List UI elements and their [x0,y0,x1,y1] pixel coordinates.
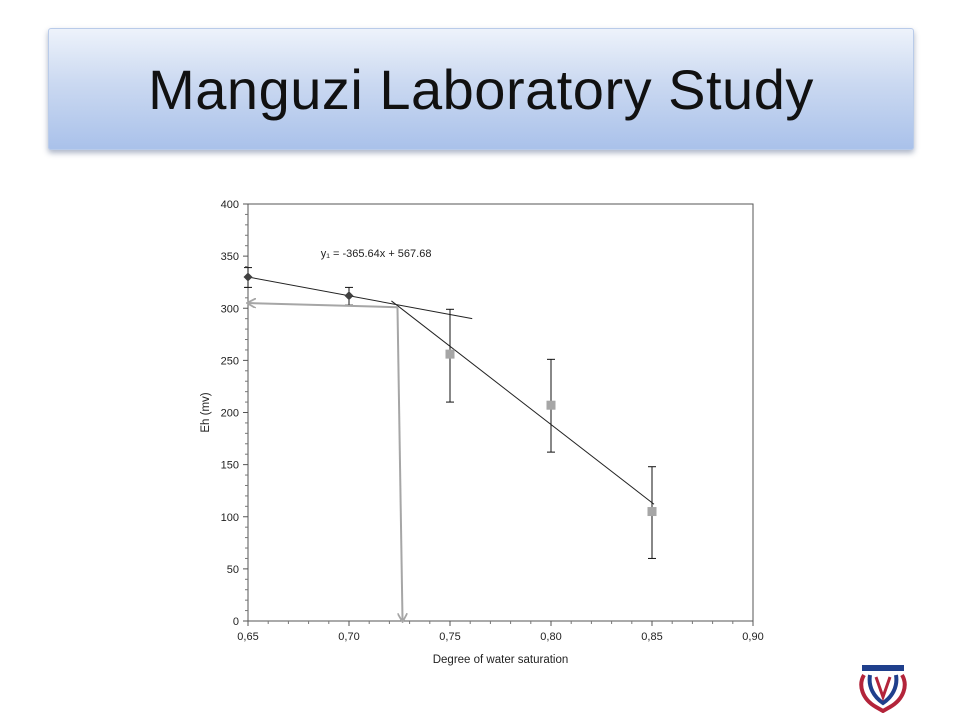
equation-label: y₁ = -365.64x + 567.68 [321,248,432,260]
data-point-diamond [344,291,354,301]
y-tick-label: 50 [227,564,239,576]
x-tick-label: 0,90 [742,631,763,643]
guide-arrow [396,307,402,621]
x-tick-label: 0,70 [338,631,359,643]
plot-area [247,203,754,622]
x-tick-label: 0,80 [540,631,561,643]
trendlines [247,276,655,505]
guide-arrow [248,303,398,307]
title-banner: Manguzi Laboratory Study [48,28,914,150]
y-tick-label: 400 [221,199,239,211]
x-axis-title: Degree of water saturation [433,654,569,666]
y-axis-title: Eh (mv) [200,392,212,432]
data-point-diamond [243,272,253,282]
y-tick-label: 300 [221,303,239,315]
trendline [391,300,655,505]
data-point-square [546,400,556,410]
data-points [243,272,657,517]
x-tick-label: 0,85 [641,631,662,643]
y-tick-label: 100 [221,512,239,524]
university-logo [859,665,907,713]
axis-ticks [243,203,754,626]
y-tick-label: 200 [221,408,239,420]
data-point-square [445,349,455,359]
guide-arrows [248,303,403,621]
y-tick-label: 250 [221,355,239,367]
trendline [247,276,473,320]
slide-title: Manguzi Laboratory Study [148,57,814,121]
data-point-square [647,507,657,517]
y-tick-label: 150 [221,460,239,472]
x-tick-label: 0,75 [439,631,460,643]
tick-labels: 0 50 100 150 200 250 300 350 400 0,65 0,70 0,75 0,80… [221,199,764,643]
y-tick-label: 350 [221,251,239,263]
y-tick-label: 0 [233,616,239,628]
x-tick-label: 0,65 [237,631,258,643]
